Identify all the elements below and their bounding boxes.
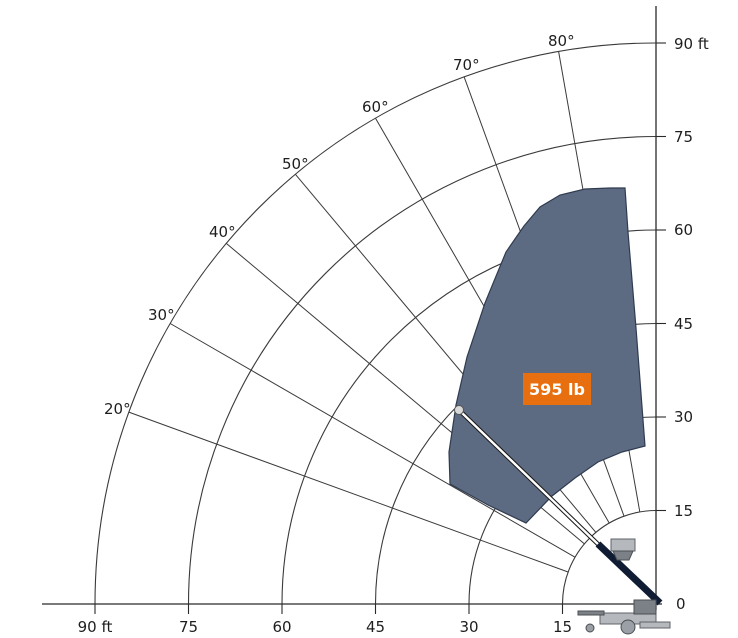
angle-label-60: 60° bbox=[362, 98, 389, 116]
load-badge-background bbox=[523, 373, 591, 405]
radius-label-15: 15 bbox=[553, 618, 572, 636]
lift-machine-icon bbox=[577, 599, 671, 635]
work-envelope bbox=[448, 187, 646, 524]
radius-label-45: 45 bbox=[366, 618, 385, 636]
angle-label-80: 80° bbox=[548, 32, 575, 50]
height-label-75: 75 bbox=[674, 128, 693, 146]
angle-label-40: 40° bbox=[209, 223, 236, 241]
angle-labels: 20° 30° 40° 50° 60° 70° 80° bbox=[104, 32, 575, 418]
angle-ray-20 bbox=[128, 411, 569, 573]
boom bbox=[454, 405, 663, 606]
angle-ray-30 bbox=[169, 323, 576, 558]
height-label-30: 30 bbox=[674, 408, 693, 426]
vertical-ticks bbox=[656, 42, 666, 512]
horizontal-ticks bbox=[94, 604, 564, 614]
height-label-90: 90 ft bbox=[674, 35, 709, 53]
height-label-0: 0 bbox=[676, 595, 686, 613]
load-capacity-label: 595 lb bbox=[529, 380, 585, 399]
radius-label-30: 30 bbox=[459, 618, 478, 636]
angle-label-50: 50° bbox=[282, 155, 309, 173]
boom-base-section bbox=[595, 541, 663, 606]
vertical-axis-labels: 0 15 30 45 60 75 90 ft bbox=[674, 35, 709, 613]
radius-label-90: 90 ft bbox=[78, 618, 113, 636]
horizontal-axis-labels: 90 ft 75 60 45 30 15 bbox=[78, 618, 572, 636]
angle-label-30: 30° bbox=[148, 306, 175, 324]
load-capacity-badge: 595 lb bbox=[523, 373, 591, 405]
platform-basket-icon bbox=[610, 538, 636, 561]
radius-label-60: 60 bbox=[272, 618, 291, 636]
angle-label-20: 20° bbox=[104, 400, 131, 418]
boom-tip-joint bbox=[454, 405, 464, 415]
range-arc-75 bbox=[187, 135, 657, 605]
height-label-45: 45 bbox=[674, 315, 693, 333]
radius-label-75: 75 bbox=[179, 618, 198, 636]
height-label-60: 60 bbox=[674, 221, 693, 239]
boom-fly-section bbox=[458, 409, 604, 550]
range-arc-90 bbox=[94, 42, 657, 605]
axes bbox=[42, 6, 662, 610]
height-label-15: 15 bbox=[674, 502, 693, 520]
angle-label-70: 70° bbox=[453, 56, 480, 74]
